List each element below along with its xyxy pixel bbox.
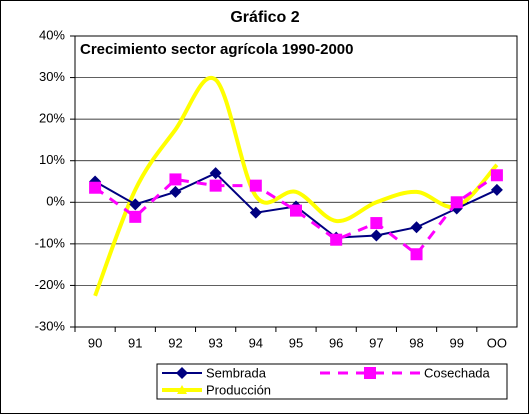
legend-label: Sembrada (206, 365, 267, 380)
plot-area (74, 35, 518, 328)
series-line (93, 75, 499, 297)
legend (156, 363, 508, 400)
y-tick-label: 0% (46, 194, 65, 209)
x-tick-label: 93 (208, 335, 222, 350)
chart-title: Gráfico 2 (230, 9, 299, 26)
x-tick-label: OO (487, 335, 507, 350)
y-tick-label: -30% (35, 318, 66, 333)
data-point (370, 229, 383, 242)
data-point (410, 221, 423, 234)
legend-marker (364, 367, 376, 379)
data-point (249, 179, 262, 192)
data-point (370, 217, 383, 230)
legend-marker (177, 385, 187, 394)
data-point (169, 173, 182, 186)
data-point (410, 248, 423, 261)
data-point (209, 179, 222, 192)
series-line (94, 174, 498, 257)
x-tick-label: 95 (289, 335, 303, 350)
x-tick-label: 97 (369, 335, 383, 350)
legend-marker (176, 367, 188, 379)
y-tick-label: 10% (39, 152, 65, 167)
data-point (330, 233, 343, 246)
legend-label: Producción (206, 382, 271, 397)
x-tick-label: 90 (88, 335, 102, 350)
x-tick-label: 98 (409, 335, 423, 350)
x-tick-label: 94 (249, 335, 263, 350)
data-point (450, 196, 463, 209)
data-point (169, 185, 182, 198)
legend-label: Cosechada (424, 365, 491, 380)
y-tick-label: 20% (39, 111, 65, 126)
y-tick-label: 30% (39, 69, 65, 84)
y-tick-label: -10% (35, 235, 66, 250)
x-tick-label: 96 (329, 335, 343, 350)
data-point (290, 204, 302, 217)
data-point (490, 183, 503, 196)
chart-subtitle: Crecimiento sector agrícola 1990-2000 (80, 41, 353, 58)
data-point (129, 198, 142, 211)
data-point (209, 167, 222, 180)
y-tick-label: 40% (39, 27, 65, 42)
data-point (249, 206, 262, 219)
x-tick-label: 99 (449, 335, 463, 350)
x-tick-label: 91 (128, 335, 142, 350)
y-tick-label: -20% (35, 277, 66, 292)
x-tick-label: 92 (168, 335, 182, 350)
data-point (89, 181, 102, 194)
data-point (490, 169, 503, 182)
data-point (129, 210, 142, 223)
